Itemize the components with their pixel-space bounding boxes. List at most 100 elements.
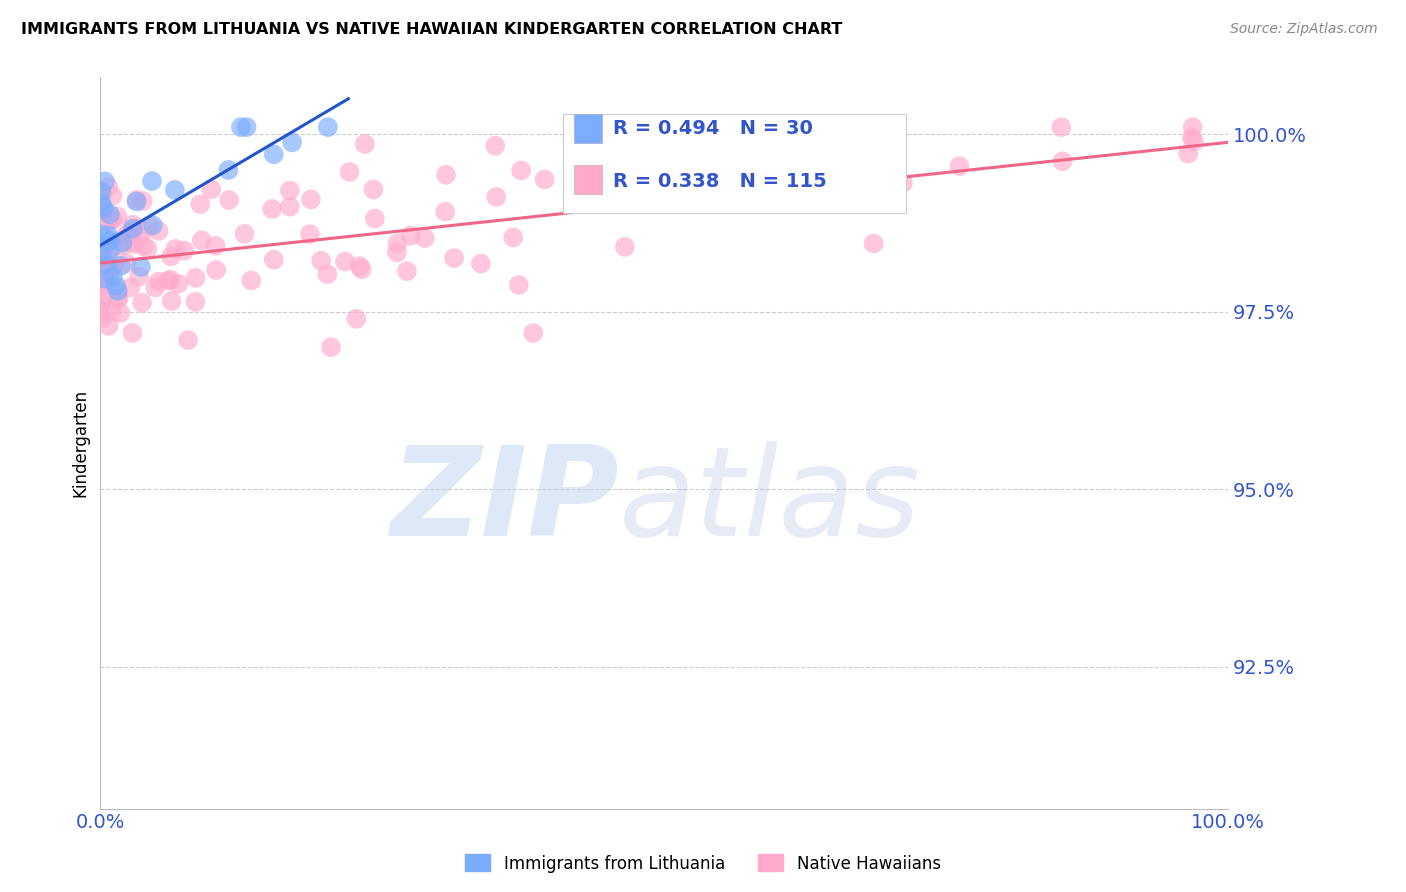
Native Hawaiians (177, 333, 200, 347)
Native Hawaiians (91, 257, 114, 271)
Native Hawaiians (413, 231, 436, 245)
Native Hawaiians (533, 172, 555, 186)
Native Hawaiians (1181, 120, 1204, 135)
Native Hawaiians (218, 193, 240, 207)
Immigrants from Lithuania (163, 183, 186, 197)
Native Hawaiians (309, 253, 332, 268)
Native Hawaiians (136, 242, 159, 256)
Immigrants from Lithuania (129, 260, 152, 274)
Native Hawaiians (842, 128, 865, 143)
Text: R = 0.338   N = 115: R = 0.338 N = 115 (613, 172, 827, 192)
Native Hawaiians (948, 159, 970, 173)
Native Hawaiians (105, 210, 128, 224)
Native Hawaiians (485, 190, 508, 204)
FancyBboxPatch shape (574, 114, 602, 144)
Native Hawaiians (298, 227, 321, 242)
Immigrants from Lithuania (90, 195, 112, 210)
Immigrants from Lithuania (96, 258, 118, 272)
Native Hawaiians (502, 230, 524, 244)
Native Hawaiians (91, 242, 114, 256)
Immigrants from Lithuania (316, 120, 339, 135)
Native Hawaiians (443, 251, 465, 265)
Native Hawaiians (118, 235, 141, 249)
Native Hawaiians (115, 256, 138, 270)
Immigrants from Lithuania (94, 174, 117, 188)
Native Hawaiians (364, 211, 387, 226)
Immigrants from Lithuania (110, 259, 132, 273)
Native Hawaiians (160, 293, 183, 308)
Native Hawaiians (200, 182, 222, 196)
Native Hawaiians (470, 257, 492, 271)
Native Hawaiians (97, 215, 120, 229)
Native Hawaiians (387, 236, 409, 251)
Native Hawaiians (91, 304, 114, 318)
Immigrants from Lithuania (217, 163, 239, 178)
Native Hawaiians (240, 273, 263, 287)
Native Hawaiians (350, 262, 373, 277)
Native Hawaiians (1181, 130, 1204, 145)
Immigrants from Lithuania (97, 228, 120, 243)
Native Hawaiians (510, 163, 533, 178)
Native Hawaiians (165, 242, 187, 256)
Native Hawaiians (96, 268, 118, 282)
Native Hawaiians (1052, 154, 1074, 169)
Native Hawaiians (1177, 146, 1199, 161)
Text: R = 0.494   N = 30: R = 0.494 N = 30 (613, 120, 813, 138)
Native Hawaiians (205, 263, 228, 277)
Text: atlas: atlas (619, 441, 921, 562)
Native Hawaiians (125, 193, 148, 207)
Native Hawaiians (1182, 134, 1205, 148)
Native Hawaiians (190, 233, 212, 247)
Native Hawaiians (204, 239, 226, 253)
Immigrants from Lithuania (98, 244, 121, 258)
Text: IMMIGRANTS FROM LITHUANIA VS NATIVE HAWAIIAN KINDERGARTEN CORRELATION CHART: IMMIGRANTS FROM LITHUANIA VS NATIVE HAWA… (21, 22, 842, 37)
Native Hawaiians (107, 292, 129, 306)
Text: ZIP: ZIP (391, 441, 619, 562)
Native Hawaiians (90, 243, 112, 257)
Native Hawaiians (115, 227, 138, 242)
Native Hawaiians (484, 138, 506, 153)
Native Hawaiians (160, 249, 183, 263)
Immigrants from Lithuania (90, 185, 112, 199)
Native Hawaiians (613, 240, 636, 254)
Native Hawaiians (184, 271, 207, 285)
Immigrants from Lithuania (98, 207, 121, 221)
Native Hawaiians (862, 236, 884, 251)
Native Hawaiians (143, 280, 166, 294)
Native Hawaiians (122, 236, 145, 251)
Immigrants from Lithuania (111, 235, 134, 250)
Native Hawaiians (399, 228, 422, 243)
Native Hawaiians (97, 263, 120, 277)
Native Hawaiians (100, 211, 122, 226)
Native Hawaiians (278, 184, 301, 198)
Immigrants from Lithuania (97, 235, 120, 249)
Native Hawaiians (891, 176, 914, 190)
Native Hawaiians (100, 304, 122, 318)
Native Hawaiians (111, 238, 134, 252)
Native Hawaiians (97, 180, 120, 194)
Native Hawaiians (159, 273, 181, 287)
Native Hawaiians (233, 227, 256, 241)
Immigrants from Lithuania (100, 234, 122, 248)
Native Hawaiians (91, 202, 114, 217)
Native Hawaiians (263, 252, 285, 267)
Immigrants from Lithuania (104, 278, 127, 293)
Native Hawaiians (148, 275, 170, 289)
Native Hawaiians (395, 264, 418, 278)
Native Hawaiians (91, 292, 114, 306)
Immigrants from Lithuania (142, 219, 165, 233)
Native Hawaiians (434, 204, 457, 219)
Native Hawaiians (97, 245, 120, 260)
Native Hawaiians (434, 168, 457, 182)
Native Hawaiians (167, 277, 190, 291)
Native Hawaiians (319, 340, 342, 354)
Native Hawaiians (117, 227, 139, 242)
Native Hawaiians (138, 219, 160, 234)
Immigrants from Lithuania (141, 174, 163, 188)
Native Hawaiians (97, 318, 120, 333)
Immigrants from Lithuania (235, 120, 257, 135)
Immigrants from Lithuania (229, 120, 252, 135)
FancyBboxPatch shape (562, 114, 907, 212)
Native Hawaiians (132, 194, 155, 208)
Native Hawaiians (131, 295, 153, 310)
